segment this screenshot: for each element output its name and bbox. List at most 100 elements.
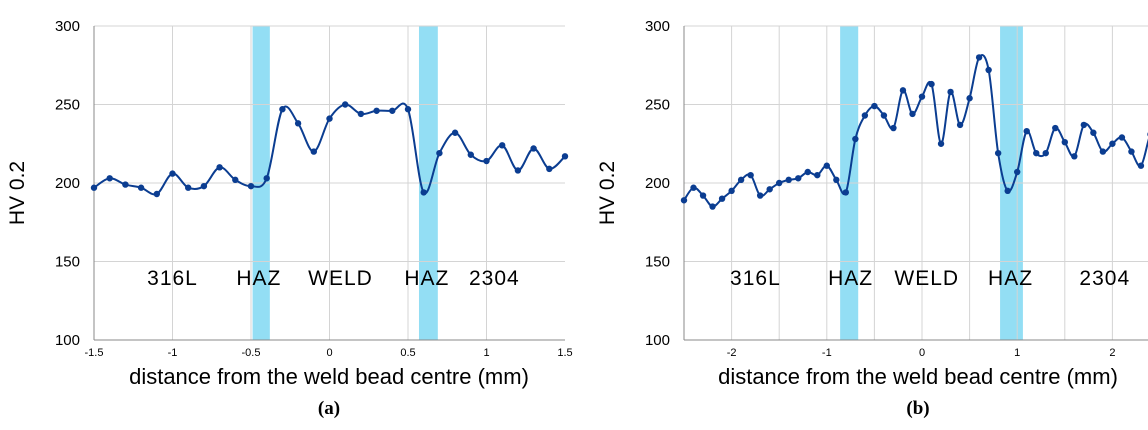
data-point xyxy=(1014,168,1021,176)
data-point xyxy=(1061,138,1069,146)
data-point xyxy=(1080,121,1088,129)
data-point xyxy=(263,175,270,182)
x-tick-label: 0 xyxy=(919,347,925,359)
x-tick-label: -1 xyxy=(822,347,832,359)
data-point xyxy=(785,176,792,184)
data-point xyxy=(499,142,506,149)
data-point xyxy=(890,124,897,132)
data-point xyxy=(530,145,537,152)
panel-label: (a) xyxy=(318,398,340,419)
data-point xyxy=(776,179,783,187)
x-tick-label: 0 xyxy=(326,347,332,359)
region-label: HAZ xyxy=(404,267,449,290)
data-point xyxy=(804,168,811,176)
y-tick-label: 100 xyxy=(645,332,670,349)
data-point xyxy=(1109,140,1116,147)
data-point xyxy=(747,171,754,179)
x-tick-label: 1 xyxy=(483,347,489,359)
data-point xyxy=(880,112,888,119)
data-point xyxy=(928,80,935,88)
data-point xyxy=(718,195,726,202)
y-tick-label: 300 xyxy=(645,18,670,35)
x-tick-label: 2 xyxy=(1109,347,1115,359)
data-point xyxy=(420,189,427,196)
y-tick-label: 250 xyxy=(645,97,670,114)
data-point xyxy=(861,112,869,119)
data-point xyxy=(699,192,707,199)
y-axis-title: HV 0.2 xyxy=(6,161,29,225)
data-point xyxy=(1052,124,1059,132)
data-point xyxy=(1118,134,1126,141)
chart-panel-b: 100 150 200 250 300 -2 -1 0 1 2 316L HAZ WELD HAZ 2304… xyxy=(596,18,1148,419)
data-point xyxy=(947,88,954,96)
x-axis-title: distance from the weld bead centre (mm) xyxy=(718,364,1118,389)
data-point xyxy=(153,190,160,198)
y-tick-label: 100 xyxy=(55,332,80,349)
x-axis-title: distance from the weld bead centre (mm) xyxy=(129,364,529,389)
data-point xyxy=(994,149,1002,157)
region-label: WELD xyxy=(894,267,959,290)
data-point xyxy=(1023,127,1030,135)
data-point xyxy=(342,101,349,108)
region-label: 316L xyxy=(147,267,198,290)
x-tick-label: -2 xyxy=(727,347,737,359)
region-label: WELD xyxy=(308,267,373,290)
data-point xyxy=(680,197,688,204)
y-tick-label: 150 xyxy=(55,254,80,271)
panel-label: (b) xyxy=(906,398,929,419)
data-point xyxy=(823,162,830,169)
data-point xyxy=(709,203,716,210)
data-point xyxy=(975,54,983,61)
data-point xyxy=(728,187,735,195)
data-point xyxy=(1033,149,1040,157)
y-tick-label: 150 xyxy=(645,254,670,271)
data-point xyxy=(1071,153,1078,160)
data-point xyxy=(852,135,859,143)
data-point xyxy=(216,164,223,171)
data-point xyxy=(1128,148,1135,155)
data-point xyxy=(561,153,569,160)
region-label: 2304 xyxy=(1079,267,1130,290)
data-point xyxy=(871,102,878,110)
data-point xyxy=(169,170,176,177)
data-point xyxy=(690,184,697,191)
data-point xyxy=(814,171,821,179)
y-tick-label: 200 xyxy=(55,175,80,192)
data-point xyxy=(756,192,764,199)
region-label: HAZ xyxy=(236,267,281,290)
data-point xyxy=(483,157,490,165)
data-point xyxy=(1099,148,1107,155)
x-tick-label: 1.5 xyxy=(557,347,572,359)
data-point xyxy=(357,110,365,118)
data-point xyxy=(514,167,522,174)
data-point xyxy=(467,151,474,158)
y-tick-label: 200 xyxy=(645,175,670,192)
data-point xyxy=(310,148,317,155)
data-point xyxy=(833,176,840,184)
data-point xyxy=(326,115,333,122)
x-tick-label: -0.5 xyxy=(242,347,261,359)
data-point xyxy=(842,189,850,196)
series-line xyxy=(684,54,1148,208)
data-point xyxy=(899,87,907,94)
data-point xyxy=(232,176,239,184)
data-point xyxy=(795,175,802,182)
data-point xyxy=(106,175,113,182)
region-label: HAZ xyxy=(828,267,873,290)
x-tick-label: -1.5 xyxy=(85,347,104,359)
data-point xyxy=(737,176,745,184)
data-point xyxy=(200,182,208,190)
x-tick-label: -1 xyxy=(168,347,178,359)
data-point xyxy=(985,66,992,74)
region-label: 2304 xyxy=(469,267,520,290)
y-tick-label: 300 xyxy=(55,18,80,35)
data-point xyxy=(1137,162,1145,169)
region-label: 316L xyxy=(730,267,781,290)
data-point xyxy=(1090,129,1097,136)
data-point xyxy=(389,107,396,114)
data-point xyxy=(937,140,945,147)
x-tick-label: 0.5 xyxy=(400,347,415,359)
x-tick-label: 1 xyxy=(1014,347,1020,359)
data-point xyxy=(137,184,145,191)
